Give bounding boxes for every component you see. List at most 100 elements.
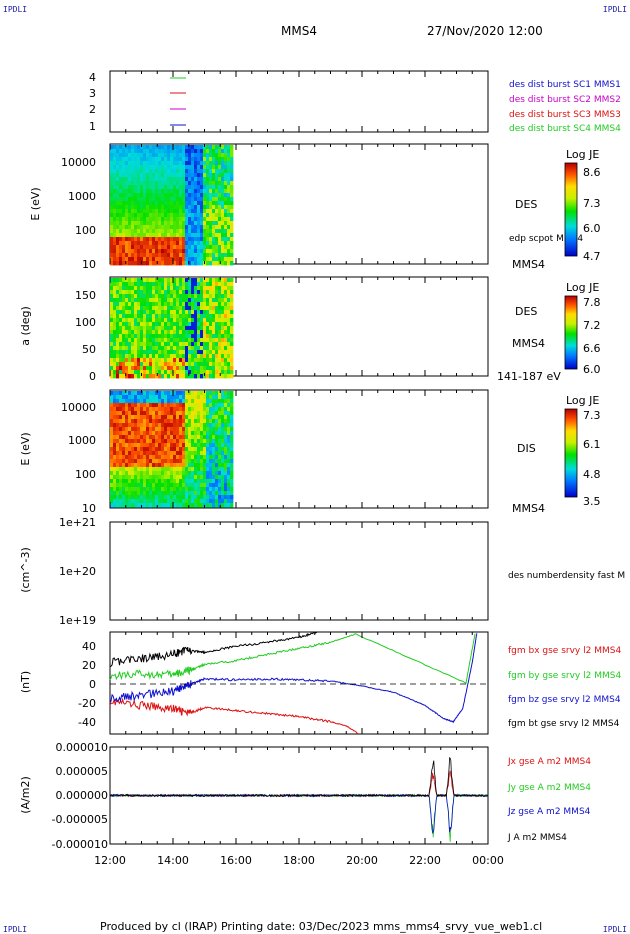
spectrogram-cell <box>170 237 174 242</box>
spectrogram-cell <box>143 217 147 222</box>
spectrogram-cell <box>146 217 150 222</box>
spectrogram-cell <box>194 310 198 315</box>
spectrogram-cell <box>197 205 201 210</box>
spectrogram-cell <box>140 217 144 222</box>
spectrogram-cell <box>200 290 204 295</box>
spectrogram-cell <box>227 471 231 476</box>
spectrogram-cell <box>149 310 153 315</box>
availability-legend: des dist burst SC1 MMS1 des dist burst S… <box>509 80 621 134</box>
spectrogram-cell <box>152 261 156 266</box>
spectrogram-cell <box>131 366 135 371</box>
spectrogram-cell <box>215 278 219 283</box>
spectrogram-cell <box>176 366 180 371</box>
spectrogram-cell <box>140 479 144 484</box>
spectrogram-cell <box>170 479 174 484</box>
spectrogram-cell <box>179 491 183 496</box>
spectrogram-cell <box>218 407 222 412</box>
spectrogram-cell <box>158 407 162 412</box>
spectrogram-cell <box>167 451 171 456</box>
spectrogram-cell <box>170 205 174 210</box>
spectrogram-cell <box>170 318 174 323</box>
spectrogram-cell <box>215 326 219 331</box>
spectrogram-cell <box>131 370 135 375</box>
availability-panel-frame <box>109 70 489 133</box>
spectrogram-cell <box>209 173 213 178</box>
spectrogram-cell <box>188 435 192 440</box>
spectrogram-cell <box>206 298 210 303</box>
spectrogram-cell <box>221 483 225 488</box>
spectrogram-cell <box>185 225 189 230</box>
spectrogram-cell <box>116 487 120 492</box>
spectrogram-cell <box>110 253 114 258</box>
spectrogram-cell <box>200 173 204 178</box>
spectrogram-cell <box>152 334 156 339</box>
spectrogram-cell <box>122 407 126 412</box>
spectrogram-cell <box>158 149 162 154</box>
spectrogram-cell <box>122 350 126 355</box>
spectrogram-cell <box>152 213 156 218</box>
spectrogram-cell <box>221 479 225 484</box>
spectrogram-cell <box>224 447 228 452</box>
spectrogram-cell <box>179 447 183 452</box>
spectrogram-cell <box>161 358 165 363</box>
spectrogram-cell <box>119 491 123 496</box>
spectrogram-cell <box>212 330 216 335</box>
spectrogram-cell <box>146 499 150 504</box>
spectrogram-cell <box>113 326 117 331</box>
spectrogram-cell <box>188 197 192 202</box>
spectrogram-cell <box>212 431 216 436</box>
spectrogram-cell <box>149 153 153 158</box>
spectrogram-cell <box>134 423 138 428</box>
spectrogram-cell <box>227 149 231 154</box>
spectrogram-cell <box>221 475 225 480</box>
spectrogram-cell <box>110 189 114 194</box>
spectrogram-cell <box>206 294 210 299</box>
spectrogram-cell <box>134 479 138 484</box>
spectrogram-cell <box>215 185 219 190</box>
spectrogram-cell <box>173 318 177 323</box>
spectrogram-cell <box>200 491 204 496</box>
spectrogram-cell <box>224 233 228 238</box>
spectrogram-cell <box>230 181 234 186</box>
spectrogram-cell <box>122 310 126 315</box>
spectrogram-cell <box>200 370 204 375</box>
corner-label-bottom-left: IPDLI <box>3 925 27 934</box>
spectrogram-cell <box>134 161 138 166</box>
spectrogram-cell <box>218 491 222 496</box>
spectrogram-cell <box>143 185 147 190</box>
spectrogram-cell <box>113 423 117 428</box>
spectrogram-cell <box>182 471 186 476</box>
spectrogram-cell <box>227 503 231 508</box>
spectrogram-cell <box>194 427 198 432</box>
spectrogram-cell <box>206 209 210 214</box>
spectrogram-cell <box>185 233 189 238</box>
spectrogram-cell <box>158 181 162 186</box>
spectrogram-cell <box>170 354 174 359</box>
spectrogram-cell <box>188 302 192 307</box>
spectrogram-cell <box>182 294 186 299</box>
spectrogram-cell <box>203 459 207 464</box>
spectrogram-cell <box>164 487 168 492</box>
spectrogram-cell <box>200 350 204 355</box>
spectrogram-cell <box>116 350 120 355</box>
spectrogram-cell <box>167 346 171 351</box>
spectrogram-cell <box>125 362 129 367</box>
spectrogram-cell <box>173 330 177 335</box>
spectrogram-cell <box>113 314 117 319</box>
spectrogram-cell <box>113 310 117 315</box>
spectrogram-cell <box>182 354 186 359</box>
spectrogram-cell <box>203 374 207 379</box>
spectrogram-cell <box>167 330 171 335</box>
spectrogram-cell <box>122 302 126 307</box>
spectrogram-cell <box>167 427 171 432</box>
spectrogram-cell <box>155 213 159 218</box>
spectrogram-cell <box>221 278 225 283</box>
dis-energy-colorbar: Log JE 7.3 6.1 4.8 3.5 <box>564 394 601 508</box>
spectrogram-cell <box>215 342 219 347</box>
spectrogram-cell <box>218 253 222 258</box>
spectrogram-cell <box>134 165 138 170</box>
spectrogram-cell <box>215 423 219 428</box>
spectrogram-cell <box>155 459 159 464</box>
spectrogram-cell <box>227 411 231 416</box>
spectrogram-cell <box>215 483 219 488</box>
